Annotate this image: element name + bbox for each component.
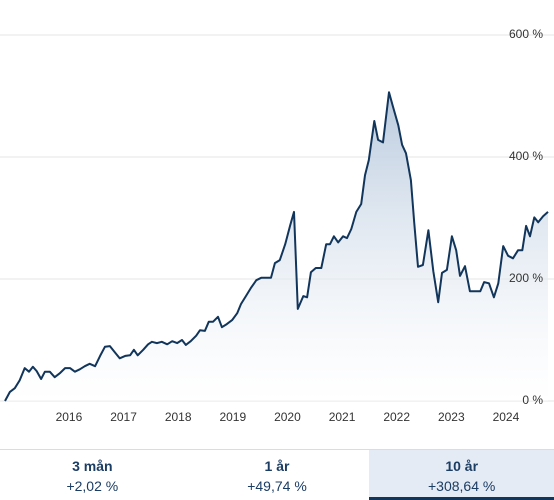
- period-tab[interactable]: 1 år +49,74 %: [185, 450, 370, 500]
- period-tab[interactable]: 3 mån +2,02 %: [0, 450, 185, 500]
- x-tick-label: 2023: [438, 410, 465, 424]
- tab-value: +308,64 %: [428, 478, 496, 494]
- tab-label: 3 mån: [72, 458, 113, 474]
- period-tabs: 3 mån +2,02 % 1 år +49,74 % 10 år +308,64 %: [0, 449, 554, 500]
- area: [5, 92, 548, 402]
- y-tick-label: 400 %: [509, 149, 543, 163]
- x-tick-label: 2018: [165, 410, 192, 424]
- y-tick-label: 600 %: [509, 27, 543, 41]
- tab-value: +49,74 %: [247, 478, 307, 494]
- x-tick-label: 2020: [274, 410, 301, 424]
- tab-value: +2,02 %: [66, 478, 119, 494]
- x-tick-label: 2019: [219, 410, 246, 424]
- y-tick-label: 200 %: [509, 271, 543, 285]
- x-tick-label: 2022: [383, 410, 410, 424]
- period-tab[interactable]: 10 år +308,64 %: [369, 450, 554, 500]
- y-tick-label: 0 %: [522, 393, 543, 407]
- tab-label: 10 år: [445, 458, 479, 474]
- line: [4, 91, 549, 402]
- x-tick-label: 2016: [56, 410, 83, 424]
- tab-label: 1 år: [264, 458, 290, 474]
- x-tick-label: 2017: [110, 410, 137, 424]
- x-tick-label: 2024: [493, 410, 520, 424]
- x-tick-label: 2021: [329, 410, 356, 424]
